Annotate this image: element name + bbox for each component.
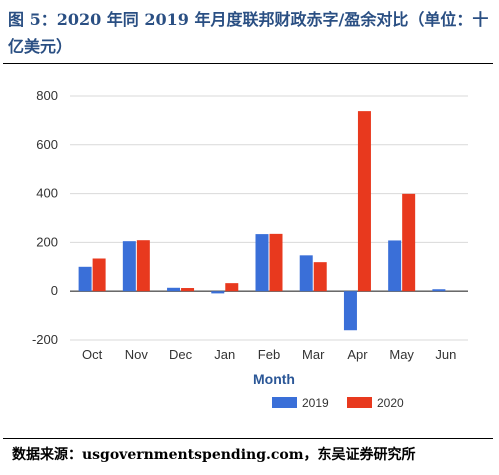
bar-2020-jan bbox=[225, 283, 239, 292]
top-divider bbox=[3, 63, 493, 64]
bar-2019-jan bbox=[211, 291, 225, 294]
bar-2020-nov bbox=[136, 240, 150, 292]
x-tick-label: Nov bbox=[125, 347, 149, 362]
x-tick-label: Dec bbox=[169, 347, 193, 362]
y-tick-label: 600 bbox=[36, 137, 58, 152]
legend-swatch-2019 bbox=[272, 397, 297, 408]
bar-2020-apr bbox=[357, 111, 371, 292]
bar-2019-dec bbox=[167, 287, 181, 292]
x-tick-label: Jan bbox=[214, 347, 235, 362]
bar-2019-nov bbox=[122, 241, 136, 292]
legend-label-2020: 2020 bbox=[377, 396, 404, 410]
bar-2019-feb bbox=[255, 234, 269, 292]
y-axis-tick-labels: -200 0 200 400 600 800 bbox=[32, 88, 58, 347]
y-tick-label: -200 bbox=[32, 332, 58, 347]
legend: 2019 2020 bbox=[272, 396, 404, 410]
bar-chart: -200 0 200 400 600 800 Oct Nov Dec Jan Feb Mar Apr M… bbox=[32, 88, 468, 410]
y-tick-label: 200 bbox=[36, 234, 58, 249]
x-tick-label: Jun bbox=[435, 347, 456, 362]
y-tick-label: 0 bbox=[51, 283, 58, 298]
legend-swatch-2020 bbox=[347, 397, 372, 408]
bars bbox=[78, 111, 446, 331]
bar-2019-apr bbox=[343, 291, 357, 331]
bar-2019-may bbox=[388, 240, 402, 292]
x-axis-title: Month bbox=[253, 371, 295, 387]
x-tick-label: Apr bbox=[347, 347, 368, 362]
bar-2020-oct bbox=[92, 258, 106, 292]
x-axis-tick-labels: Oct Nov Dec Jan Feb Mar Apr May Jun bbox=[82, 347, 456, 362]
x-tick-label: May bbox=[389, 347, 414, 362]
y-tick-label: 400 bbox=[36, 186, 58, 201]
bar-2020-dec bbox=[181, 288, 195, 292]
gridlines bbox=[70, 95, 468, 341]
bar-2020-feb bbox=[269, 233, 283, 292]
figure-title: 图 5：2020 年同 2019 年月度联邦财政赤字/盈余对比（单位：十亿美元） bbox=[8, 10, 489, 56]
legend-label-2019: 2019 bbox=[302, 396, 329, 410]
x-tick-label: Feb bbox=[258, 347, 280, 362]
source-note: 数据来源：usgovernmentspending.com，东吴证券研究所 bbox=[12, 447, 416, 463]
bar-2020-mar bbox=[313, 262, 327, 292]
bottom-divider bbox=[3, 438, 493, 439]
bar-2019-mar bbox=[299, 255, 313, 292]
bar-2020-may bbox=[402, 193, 416, 292]
bar-2019-jun bbox=[432, 289, 446, 292]
y-tick-label: 800 bbox=[36, 88, 58, 103]
bar-2019-oct bbox=[78, 266, 92, 292]
x-tick-label: Mar bbox=[302, 347, 325, 362]
x-tick-label: Oct bbox=[82, 347, 103, 362]
